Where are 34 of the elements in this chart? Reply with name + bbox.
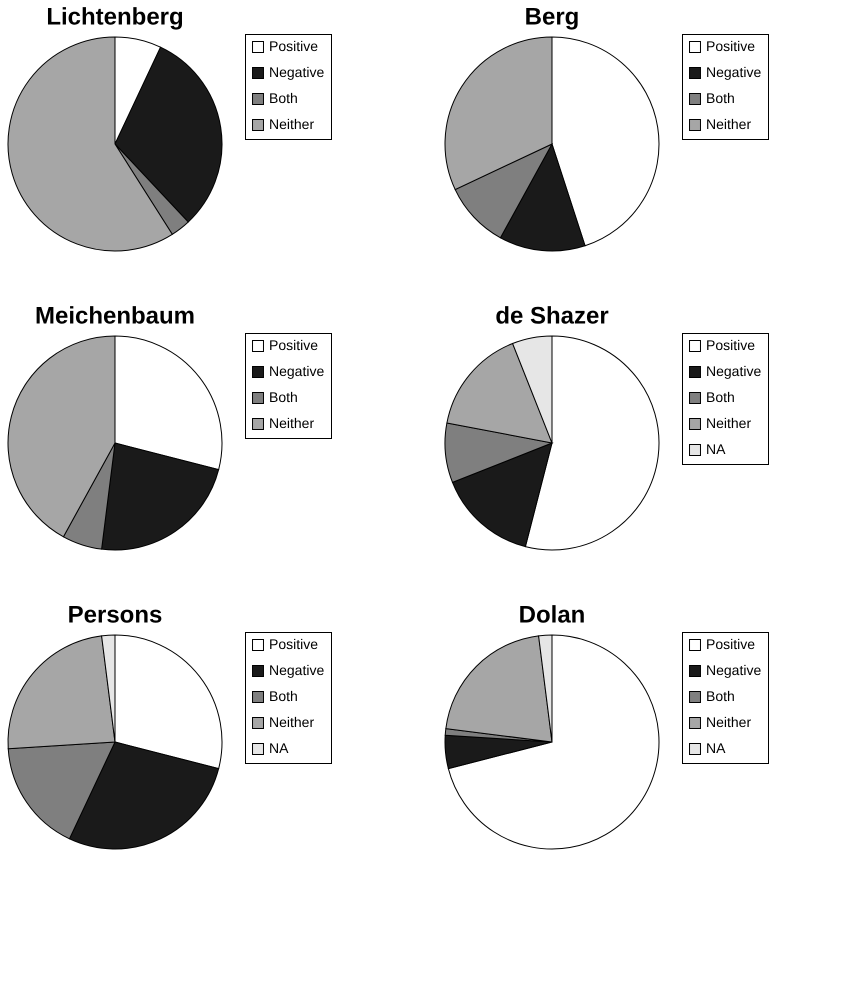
legend-label: Negative (706, 64, 762, 80)
legend-label: Neither (269, 116, 314, 132)
legend-label: Neither (706, 116, 752, 132)
legend-label: Negative (269, 662, 324, 678)
legend-label: Neither (269, 415, 314, 431)
legend-label: Positive (269, 636, 318, 652)
legend-label: Positive (706, 636, 756, 652)
legend-label: Positive (269, 38, 318, 54)
legend-label: Both (706, 688, 735, 704)
legend-label: Positive (706, 337, 756, 353)
legend-label: Neither (706, 415, 752, 431)
chart-title: Berg (524, 4, 580, 30)
legend-label: NA (706, 740, 726, 756)
legend-label: Negative (269, 64, 324, 80)
chart-title: Dolan (518, 602, 586, 628)
legend-label: Both (269, 688, 298, 704)
chart-title: Persons (68, 602, 162, 628)
chart-title: Meichenbaum (34, 302, 196, 330)
legend-label: NA (706, 441, 726, 457)
legend-label: Both (706, 90, 735, 106)
pie-slice (448, 634, 660, 850)
chart-title: Lichtenberg (46, 4, 184, 30)
legend-label: Negative (706, 363, 762, 379)
legend-label: Positive (269, 337, 318, 353)
legend-label: Negative (706, 662, 762, 678)
legend-label: Both (269, 389, 298, 405)
legend-label: NA (269, 740, 290, 756)
legend-label: Positive (706, 38, 756, 54)
legend-label: Negative (269, 363, 324, 379)
legend-label: Neither (706, 714, 752, 730)
legend-label: Both (269, 90, 298, 106)
legend-label: Neither (269, 714, 314, 730)
legend-label: Both (706, 389, 735, 405)
chart-title: de Shazer (495, 302, 609, 330)
